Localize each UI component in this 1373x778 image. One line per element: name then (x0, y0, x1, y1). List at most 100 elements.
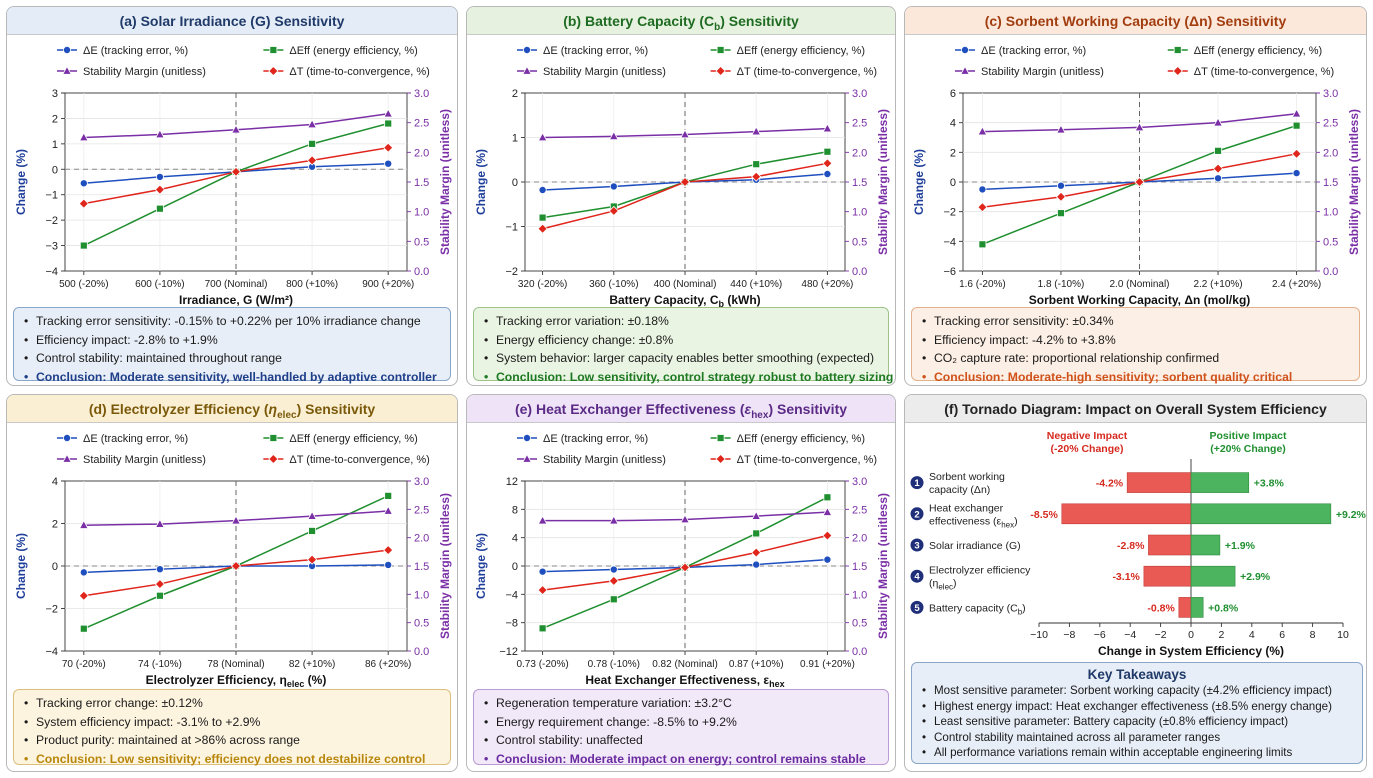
y-right-tick-label: 0.0 (414, 646, 429, 658)
y-right-tick-label: 0.0 (852, 646, 867, 658)
y-right-tick-label: 3.0 (852, 88, 867, 100)
x-tick-label: 0.73 (-20%) (516, 659, 568, 670)
x-tick-label: 800 (+10%) (286, 279, 338, 290)
data-point (78, 132, 89, 142)
data-point (268, 65, 279, 77)
data-point (680, 129, 690, 139)
data-point (822, 506, 833, 516)
y-tick-label: 0 (512, 177, 518, 189)
data-point (523, 45, 532, 54)
negative-value-label: -4.2% (1096, 478, 1124, 490)
legend-label: ΔEff (energy efficiency, %) (1194, 45, 1322, 57)
panel-f: (f) Tornado Diagram: Impact on Overall S… (904, 394, 1367, 772)
data-point (79, 241, 88, 250)
panel-title: (d) Electrolyzer Efficiency (ηelec) Sens… (7, 395, 457, 423)
data-point (679, 176, 691, 188)
x-tick-label: 0.78 (-10%) (588, 659, 640, 670)
positive-value-label: +9.2% (1336, 509, 1367, 521)
y-tick-label: 0 (512, 561, 518, 573)
row-label: effectiveness (εhex) (929, 515, 1018, 529)
legend-label: ΔEff (energy efficiency, %) (737, 45, 865, 57)
negative-bar (1143, 565, 1192, 587)
x-tick-label: 500 (-20%) (59, 279, 108, 290)
y-right-axis-title: Stability Margin (unitless) (438, 109, 452, 255)
legend: ΔE (tracking error, %) ΔEff (energy effic… (517, 45, 877, 78)
data-point (960, 65, 970, 75)
y-tick-label: −2 (505, 266, 518, 278)
data-point (823, 169, 832, 178)
positive-impact-header: Positive Impact (+20% Change) (1209, 430, 1287, 455)
data-point (752, 529, 761, 538)
row-number-badge (910, 600, 924, 614)
y-right-tick-label: 0.5 (414, 236, 429, 248)
row-number-badge (910, 538, 924, 552)
row-label: (ηelec) (929, 578, 957, 592)
summary-box: • Tracking error change: ±0.12% • System e… (13, 689, 451, 766)
data-point (961, 45, 970, 54)
x-tick-label: 1.6 (-20%) (959, 279, 1006, 290)
summary-item: • Energy requirement change: -8.5% to +9.… (484, 714, 737, 729)
x-tick-label: 0.82 (Nominal) (652, 659, 718, 670)
y-right-tick-label: 0.0 (1323, 266, 1338, 278)
legend-label: ΔEff (energy efficiency, %) (289, 433, 417, 445)
row-label: Heat exchanger (929, 502, 1004, 514)
tornado-chart: Negative Impact (-20% Change) Positive Imp… (910, 430, 1367, 658)
data-point (822, 530, 833, 541)
data-point (522, 65, 532, 75)
summary-item: • Control stability: maintained throughou… (24, 351, 282, 365)
x-tick-label: 480 (+20%) (801, 279, 853, 290)
data-point (231, 124, 241, 134)
data-point (537, 515, 548, 525)
y-right-tick-label: 0.5 (1323, 236, 1338, 248)
y-tick-label: 0 (52, 561, 58, 573)
y-axis-title: Change (%) (474, 149, 488, 215)
x-tick-label: 8 (1310, 629, 1316, 641)
positive-value-label: +2.9% (1240, 571, 1271, 583)
data-point (1291, 148, 1302, 159)
positive-bar (1190, 597, 1204, 618)
summary-item: • Efficiency impact: -4.2% to +3.8% (922, 332, 1116, 347)
data-point (679, 562, 691, 573)
data-point (155, 129, 165, 139)
data-point (716, 434, 725, 442)
y-right-tick-label: 2.5 (852, 118, 867, 130)
data-point (1055, 191, 1067, 202)
legend-label: ΔE (tracking error, %) (543, 433, 648, 445)
y-tick-label: −1 (505, 222, 518, 234)
data-point (752, 160, 761, 169)
summary-item: • Product purity: maintained at >86% acro… (24, 733, 300, 747)
y-right-tick-label: 2.0 (852, 147, 867, 159)
negative-value-label: -0.8% (1147, 602, 1175, 614)
summary-item: • Tracking error sensitivity: -0.15% to +… (24, 314, 421, 328)
y-tick-label: 12 (506, 476, 518, 488)
data-point (1213, 117, 1223, 127)
x-tick-label: 74 (-10%) (138, 659, 182, 670)
row-label: capacity (Δn) (929, 484, 990, 496)
y-tick-label: 2 (52, 519, 58, 531)
summary-item: • Tracking error change: ±0.12% (24, 696, 203, 710)
data-point (1214, 174, 1223, 183)
sensitivity-chart-d: ΔE (tracking error, %) ΔEff (energy effic… (14, 433, 452, 687)
legend-label: Stability Margin (unitless) (83, 66, 206, 78)
y-axis-title: Change (%) (14, 533, 28, 599)
x-tick-label: 0 (1188, 629, 1194, 641)
x-tick-label: −6 (1094, 629, 1106, 641)
x-tick-label: 600 (-10%) (135, 279, 184, 290)
y-right-tick-label: 2.0 (414, 533, 429, 545)
summary-conclusion: • Conclusion: Moderate sensitivity, well-… (24, 369, 437, 384)
summary-conclusion: • Conclusion: Moderate-high sensitivity; … (922, 369, 1293, 384)
data-point (716, 46, 725, 54)
data-point (1292, 169, 1301, 178)
row-label: Solar irradiance (G) (929, 540, 1021, 552)
data-point (307, 554, 318, 565)
series (537, 506, 833, 525)
y-right-tick-label: 1.5 (414, 561, 429, 573)
key-takeaways-box: Key Takeaways • Most sensitive parameter:… (911, 662, 1363, 764)
y-tick-label: 2 (950, 147, 956, 159)
data-point (383, 108, 394, 118)
data-point (822, 123, 833, 133)
legend-label: ΔT (time-to-convergence, %) (737, 454, 877, 466)
y-right-tick-label: 0.0 (852, 266, 867, 278)
summary-item: • Tracking error sensitivity: ±0.34% (922, 314, 1114, 328)
